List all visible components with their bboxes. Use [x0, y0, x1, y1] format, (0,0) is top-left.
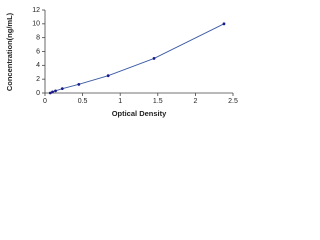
point [54, 89, 57, 93]
x-tick-label: 2.5 [228, 98, 238, 105]
point [222, 22, 226, 26]
x-axis-label: Optical Density [112, 109, 167, 118]
y-tick-label: 8 [36, 35, 40, 42]
x-tick-label: 1.5 [153, 98, 163, 105]
y-tick-label: 6 [36, 48, 40, 55]
y-tick-label: 2 [36, 76, 40, 83]
point [48, 91, 52, 95]
x-tick-label: 1 [118, 98, 122, 105]
x-tick-label: 0.5 [78, 98, 88, 105]
point [106, 74, 110, 78]
y-tick-label: 0 [36, 90, 40, 97]
point [77, 82, 81, 86]
y-tick-label: 4 [36, 62, 40, 69]
point [152, 57, 156, 60]
x-tick-label: 0 [43, 98, 47, 105]
chart: Optical Density Concentration(ng/mL) 0 0.… [5, 7, 238, 118]
y-tick-label: 10 [32, 21, 40, 28]
y-tick-label: 12 [32, 7, 40, 14]
x-tick-label: 2 [193, 98, 197, 105]
y-axis-label: Concentration(ng/mL) [5, 12, 14, 91]
fit-curve [50, 23, 225, 94]
point [51, 90, 54, 94]
point [60, 87, 64, 91]
